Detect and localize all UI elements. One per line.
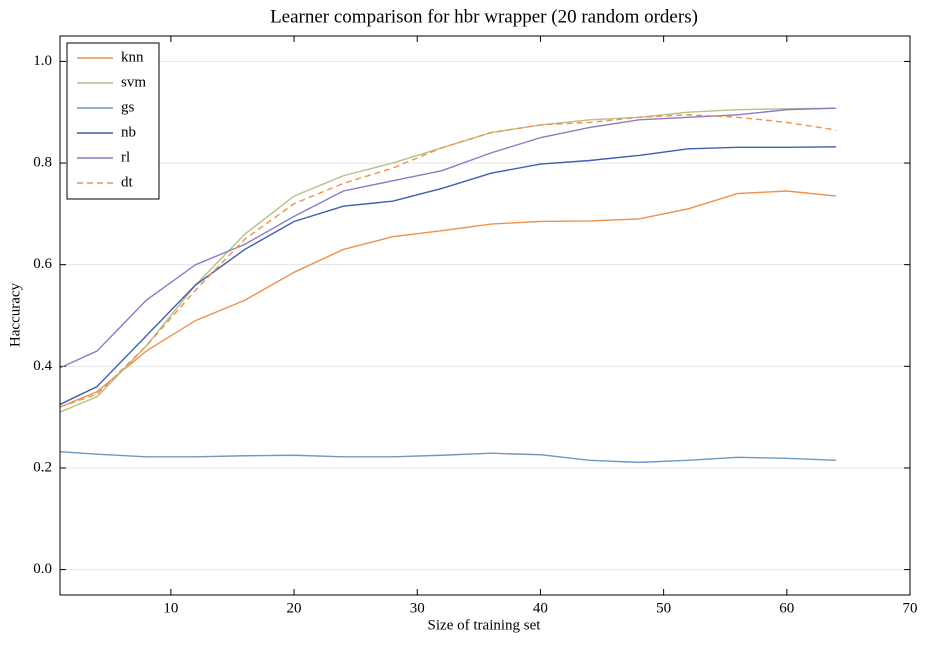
- legend-label: svm: [121, 74, 146, 90]
- x-tick-label: 60: [779, 600, 794, 616]
- y-tick-label: 1.0: [33, 53, 52, 69]
- x-tick-label: 50: [656, 600, 671, 616]
- y-tick-label: 0.0: [33, 561, 52, 577]
- x-axis-label: Size of training set: [428, 617, 542, 633]
- x-tick-label: 70: [903, 600, 918, 616]
- legend-label: nb: [121, 124, 136, 140]
- legend-label: knn: [121, 49, 144, 65]
- y-tick-label: 0.4: [33, 358, 52, 374]
- x-tick-label: 20: [287, 600, 302, 616]
- y-axis-label: Haccuracy: [7, 282, 23, 347]
- y-tick-label: 0.2: [33, 459, 52, 475]
- y-tick-label: 0.6: [33, 256, 52, 272]
- legend-label: rl: [121, 149, 130, 165]
- legend-box: [66, 42, 160, 200]
- plot-frame: [59, 35, 911, 596]
- x-tick-label: 30: [410, 600, 425, 616]
- series-line: [59, 190, 837, 408]
- series-line: [59, 146, 837, 406]
- legend-label: dt: [121, 174, 134, 190]
- chart-title: Learner comparison for hbr wrapper (20 r…: [270, 6, 698, 27]
- legend-label: gs: [121, 99, 135, 115]
- x-tick-label: 40: [533, 600, 548, 616]
- y-tick-label: 0.8: [33, 154, 52, 170]
- series-line: [59, 114, 837, 408]
- x-tick-label: 10: [163, 600, 178, 616]
- series-line: [59, 107, 837, 369]
- series-line: [59, 450, 837, 464]
